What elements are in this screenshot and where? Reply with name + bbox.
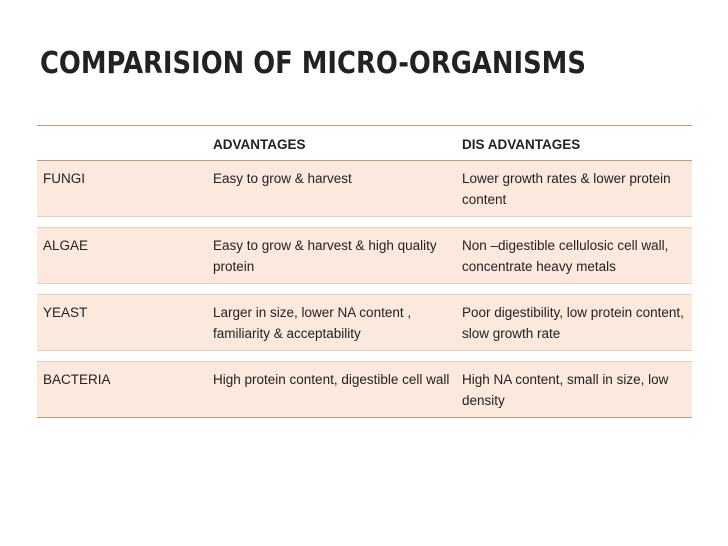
- row-spacer: [37, 216, 692, 228]
- disadvantages-cell: Lower growth rates & lower protein conte…: [456, 160, 692, 217]
- header-cell-organism: [37, 125, 207, 161]
- advantages-cell: Easy to grow & harvest: [207, 160, 456, 217]
- comparison-table-container: ADVANTAGES DIS ADVANTAGES FUNGI Easy to …: [37, 125, 692, 418]
- page-title: COMPARISION OF MICRO-ORGANISMS: [40, 46, 586, 81]
- comparison-table: ADVANTAGES DIS ADVANTAGES FUNGI Easy to …: [37, 125, 692, 418]
- table-row: YEAST Larger in size, lower NA content ,…: [37, 294, 692, 351]
- organism-cell: ALGAE: [37, 227, 207, 284]
- row-spacer: [37, 350, 692, 362]
- disadvantages-cell: Non –digestible cellulosic cell wall, co…: [456, 227, 692, 284]
- table-row: ALGAE Easy to grow & harvest & high qual…: [37, 227, 692, 284]
- organism-cell: FUNGI: [37, 160, 207, 217]
- advantages-cell: Easy to grow & harvest & high quality pr…: [207, 227, 456, 284]
- header-cell-advantages: ADVANTAGES: [207, 125, 456, 161]
- advantages-cell: Larger in size, lower NA content , famil…: [207, 294, 456, 351]
- table-row: BACTERIA High protein content, digestibl…: [37, 361, 692, 418]
- disadvantages-cell: High NA content, small in size, low dens…: [456, 361, 692, 418]
- organism-cell: BACTERIA: [37, 361, 207, 418]
- table-header-row: ADVANTAGES DIS ADVANTAGES: [37, 125, 692, 161]
- table-row: FUNGI Easy to grow & harvest Lower growt…: [37, 160, 692, 217]
- organism-cell: YEAST: [37, 294, 207, 351]
- row-spacer: [37, 283, 692, 295]
- advantages-cell: High protein content, digestible cell wa…: [207, 361, 456, 418]
- disadvantages-cell: Poor digestibility, low protein content,…: [456, 294, 692, 351]
- header-cell-disadvantages: DIS ADVANTAGES: [456, 125, 692, 161]
